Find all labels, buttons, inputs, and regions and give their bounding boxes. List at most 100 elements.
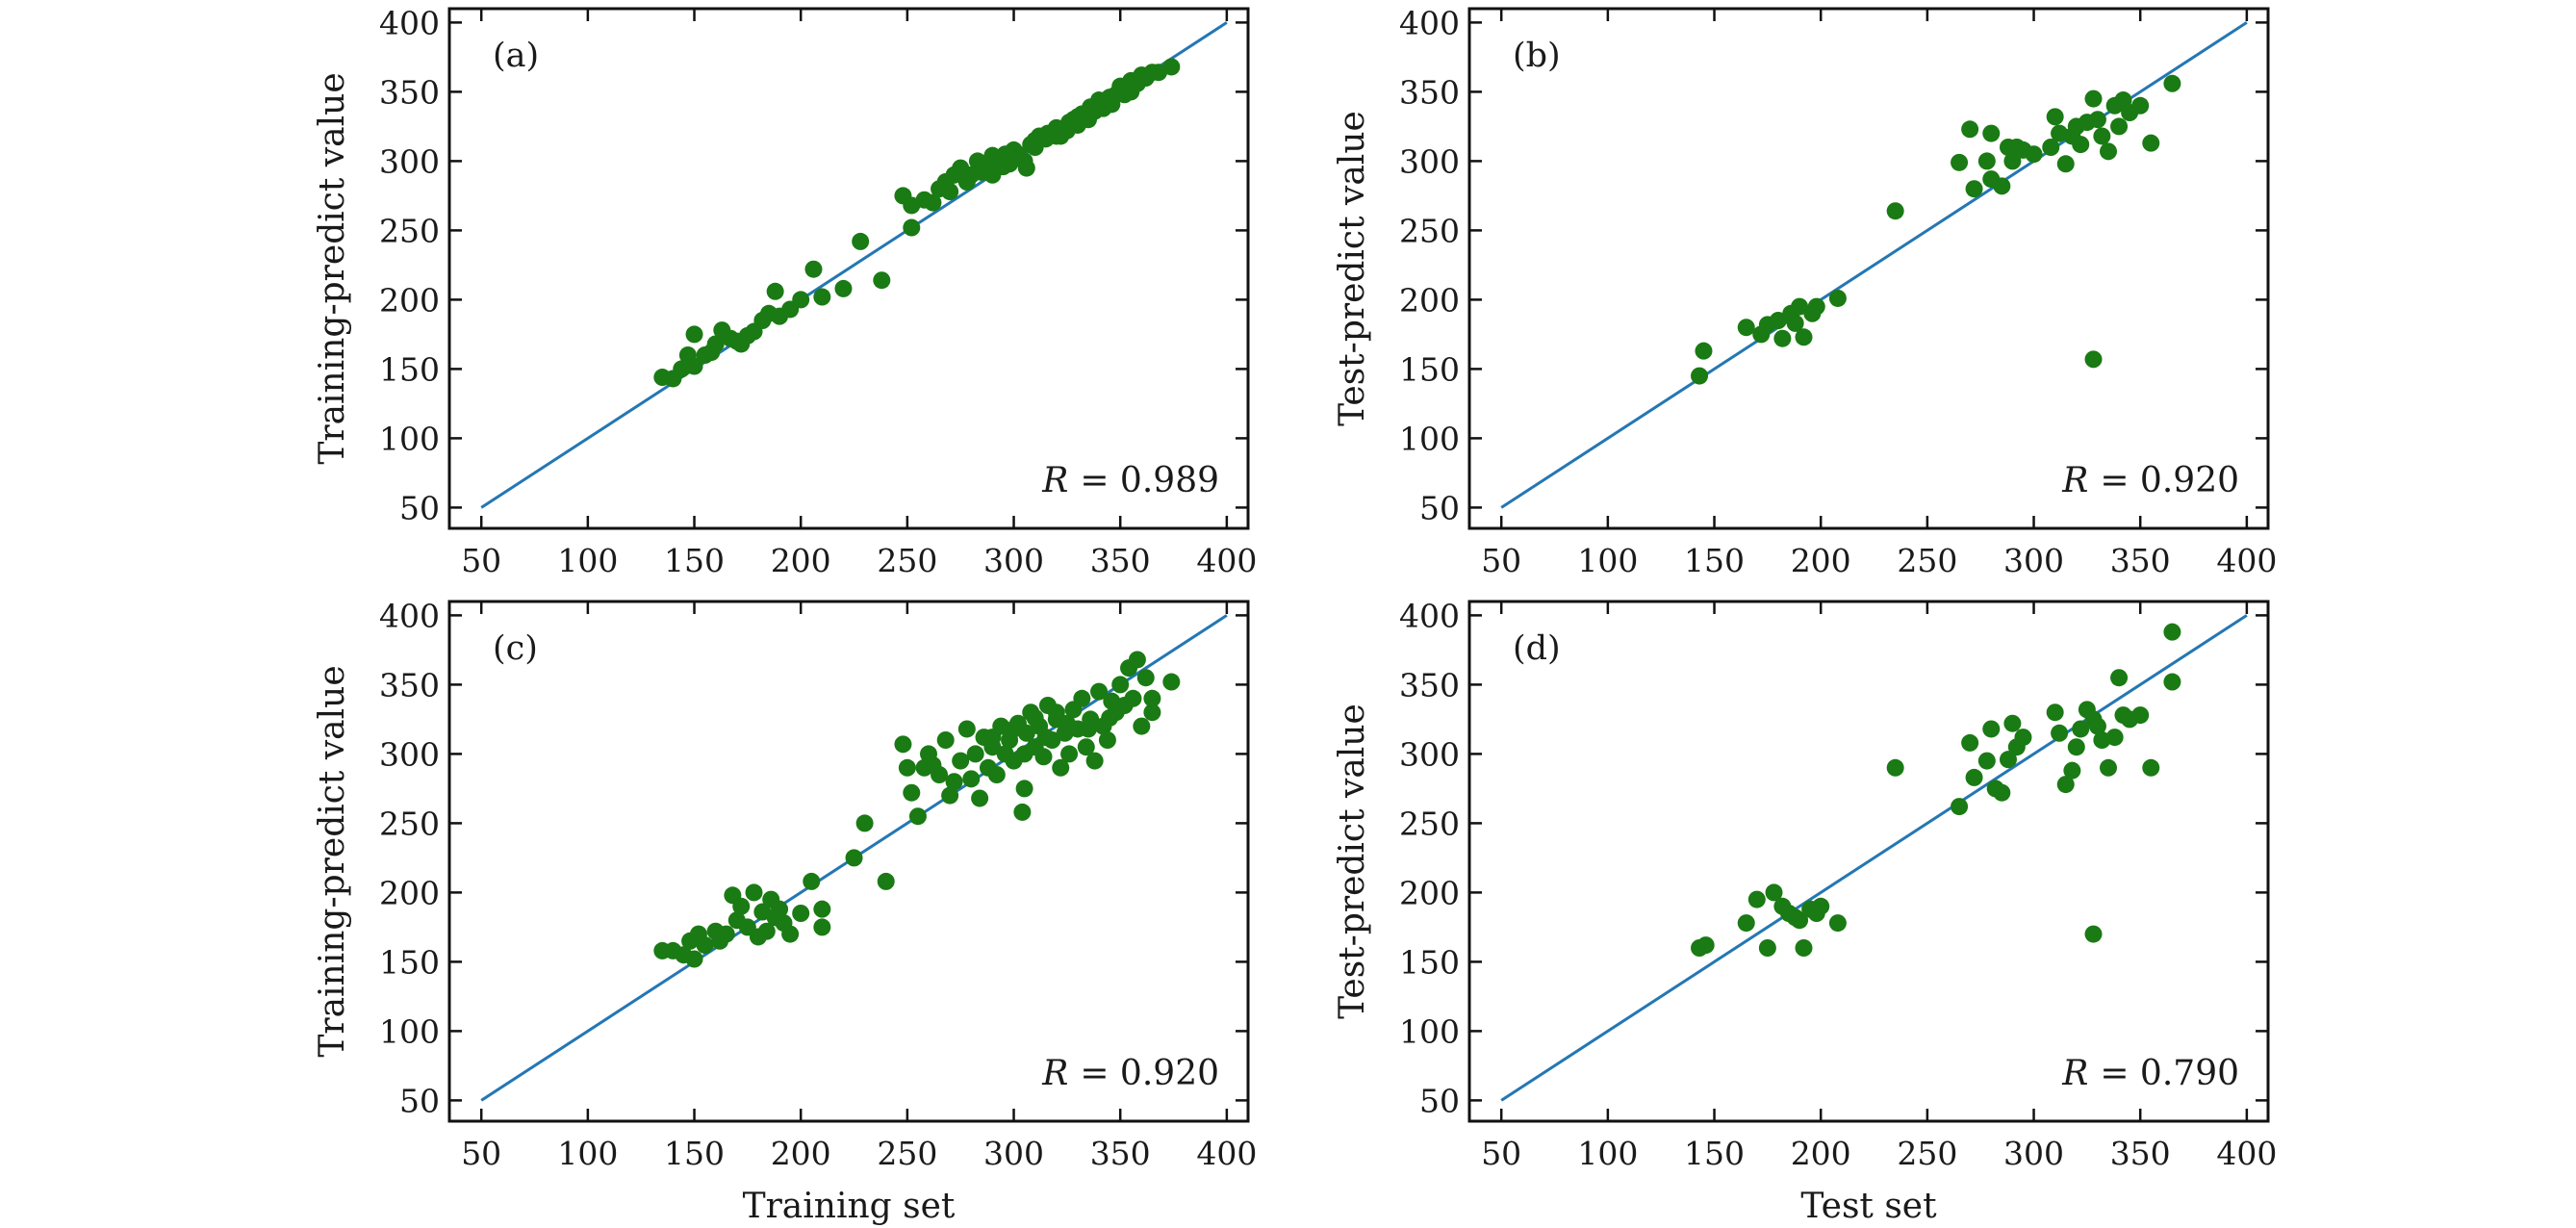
- data-point: [936, 731, 955, 749]
- x-tick-label: 150: [1684, 542, 1745, 579]
- panel-d-reference-line: [1500, 614, 2248, 1102]
- data-point: [1101, 708, 1119, 727]
- data-point: [1098, 731, 1116, 749]
- data-point: [1769, 312, 1787, 329]
- panel-c-r-value: R = 0.920: [1041, 1054, 1219, 1093]
- data-point: [1691, 367, 1709, 385]
- panel-a-frame: [447, 7, 1250, 530]
- data-point: [804, 260, 823, 278]
- data-point: [2063, 761, 2081, 780]
- panel-a-ylabel: Training-predict value: [313, 72, 352, 464]
- panel-d: 50 100 150 200 250 300 350 400 50 100 150 200 250 300…: [1333, 597, 2277, 1226]
- data-point: [2084, 350, 2103, 369]
- data-point: [903, 218, 921, 237]
- data-point: [1977, 152, 1996, 170]
- data-point: [2163, 673, 2181, 691]
- data-point: [2093, 127, 2111, 145]
- y-tick-label: 100: [379, 1012, 440, 1050]
- data-point: [2046, 704, 2064, 722]
- y-tick-label: 100: [379, 420, 440, 457]
- data-point: [1015, 745, 1033, 763]
- data-point: [1122, 83, 1140, 101]
- data-point: [1133, 717, 1151, 735]
- data-point: [1077, 738, 1095, 756]
- data-point: [1886, 758, 1904, 777]
- data-point: [813, 288, 831, 306]
- panel-a-r-value: R = 0.989: [1041, 461, 1219, 500]
- x-tick-label: 200: [771, 542, 831, 579]
- data-point: [2056, 776, 2075, 794]
- data-point: [2084, 90, 2103, 108]
- data-point: [987, 766, 1006, 783]
- data-point: [996, 145, 1014, 164]
- panel-c-r-number: = 0.920: [1080, 1054, 1219, 1093]
- panel-c-r-symbol: R: [1041, 1054, 1068, 1093]
- panel-a-label: (a): [493, 37, 539, 75]
- x-tick-label: 250: [877, 1135, 937, 1172]
- data-point: [903, 783, 921, 802]
- x-tick-label: 350: [2110, 1135, 2171, 1172]
- data-point: [966, 745, 984, 763]
- data-point: [1143, 704, 1161, 722]
- data-point: [1038, 124, 1057, 142]
- data-point: [2110, 669, 2129, 687]
- data-point: [1090, 682, 1109, 701]
- data-point: [1005, 720, 1023, 738]
- data-point: [2072, 136, 2090, 154]
- panel-b-label: (b): [1513, 37, 1561, 75]
- panel-a-r-symbol: R: [1041, 461, 1068, 500]
- y-tick-label: 150: [379, 350, 440, 388]
- y-tick-label: 250: [1399, 805, 1460, 842]
- data-point: [706, 335, 725, 353]
- data-point: [1786, 314, 1804, 332]
- data-point: [945, 773, 963, 791]
- y-tick-label: 150: [379, 943, 440, 981]
- x-tick-label: 300: [2003, 1135, 2064, 1172]
- y-tick-label: 350: [1399, 73, 1460, 111]
- y-tick-label: 350: [1399, 666, 1460, 704]
- y-tick-label: 400: [1399, 4, 1460, 41]
- data-point: [1886, 202, 1904, 220]
- panel-c-frame: [447, 600, 1250, 1123]
- data-point: [1060, 745, 1079, 763]
- data-point: [924, 193, 942, 212]
- x-tick-label: 100: [1577, 542, 1638, 579]
- data-point: [1111, 676, 1130, 694]
- data-point: [2142, 758, 2160, 777]
- data-point: [781, 925, 800, 943]
- data-point: [2003, 152, 2022, 170]
- data-point: [898, 758, 916, 777]
- x-tick-label: 200: [1791, 1135, 1851, 1172]
- y-tick-label: 400: [379, 4, 440, 41]
- y-tick-label: 50: [399, 489, 440, 526]
- panel-d-r-number: = 0.790: [2100, 1054, 2239, 1093]
- x-tick-label: 50: [461, 1135, 501, 1172]
- y-tick-label: 50: [399, 1082, 440, 1119]
- x-tick-label: 400: [2216, 1135, 2277, 1172]
- data-point: [2084, 925, 2103, 943]
- data-point: [1036, 729, 1055, 747]
- data-point: [1143, 689, 1161, 707]
- x-tick-label: 250: [877, 542, 937, 579]
- data-point: [962, 770, 981, 788]
- panel-b-r-value: R = 0.920: [2061, 461, 2239, 500]
- x-tick-label: 150: [664, 542, 725, 579]
- data-point: [2142, 134, 2160, 152]
- panel-d-label: (d): [1513, 629, 1561, 668]
- data-point: [2046, 108, 2064, 126]
- data-point: [1999, 751, 2017, 769]
- y-tick-label: 300: [379, 142, 440, 180]
- panel-c-ticks: 50 100 150 200 250 300 350 400 50 100 150 200 250 300…: [379, 597, 1257, 1172]
- data-point: [2067, 738, 2085, 756]
- data-point: [685, 357, 703, 375]
- data-point: [685, 325, 703, 344]
- data-point: [1961, 733, 1979, 752]
- data-point: [2100, 758, 2117, 777]
- data-point: [1993, 783, 2011, 802]
- y-tick-label: 150: [1399, 350, 1460, 388]
- x-tick-label: 100: [557, 1135, 618, 1172]
- data-point: [803, 872, 821, 890]
- data-point: [771, 900, 789, 918]
- data-point: [1993, 177, 2011, 195]
